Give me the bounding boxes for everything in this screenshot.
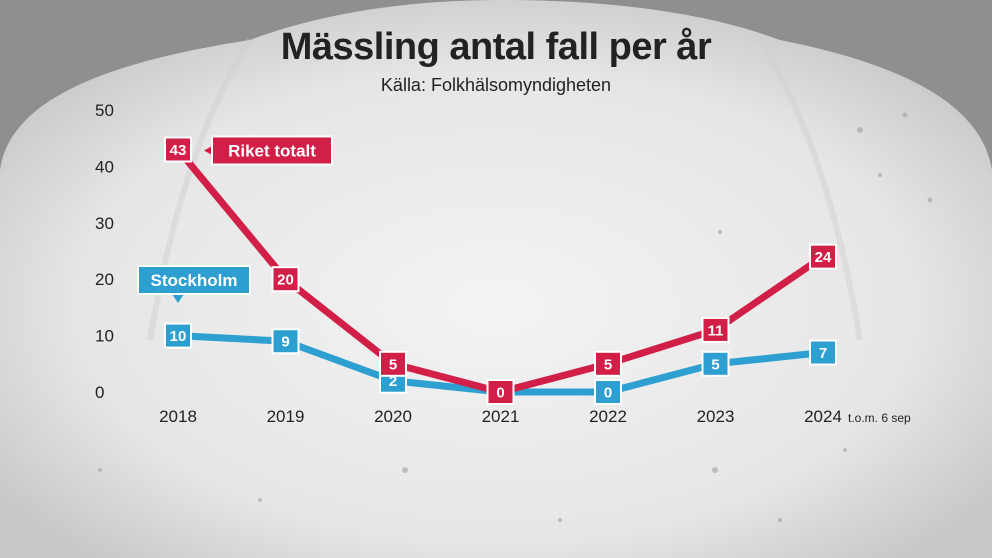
data-point: 5 (594, 350, 622, 377)
x-axis: 2018 2019 2020 2021 2022 2023 2024 t.o.m. 6 sep (159, 407, 911, 426)
x-tick-label: 2019 (267, 407, 305, 426)
legend-label: Riket totalt (228, 141, 316, 160)
data-label: 43 (170, 142, 187, 159)
data-label: 5 (604, 356, 612, 373)
data-marker (809, 243, 837, 270)
data-label: 5 (711, 356, 719, 373)
data-marker (486, 379, 515, 405)
series-labels: Riket totalt Stockholm (137, 135, 333, 303)
data-label: 20 (277, 272, 294, 289)
x-tick-label: 2023 (697, 407, 735, 426)
data-point: 5 (379, 350, 407, 377)
legend-box (137, 265, 251, 295)
y-tick-label: 10 (95, 327, 114, 346)
data-point: 0 (486, 379, 515, 405)
y-tick-label: 20 (95, 270, 114, 289)
legend-box (211, 135, 333, 166)
chart-title: Mässling antal fall per år (280, 26, 712, 68)
data-marker (164, 322, 192, 349)
data-point: 24 (809, 243, 837, 270)
y-tick-label: 30 (95, 214, 114, 233)
chart-subtitle: Källa: Folkhälsomyndigheten (380, 75, 612, 95)
data-label: 5 (389, 356, 397, 373)
x-tick-label: 2020 (374, 407, 412, 426)
data-label: 24 (815, 249, 832, 266)
data-marker (271, 266, 300, 293)
data-point: 0 (594, 379, 622, 405)
x-tick-label: 2024 (804, 407, 842, 426)
data-point: 9 (271, 328, 300, 355)
data-label: 0 (604, 385, 612, 402)
data-point: 20 (271, 266, 300, 293)
data-marker (809, 339, 837, 366)
data-marker (701, 350, 730, 377)
data-point: 10 (164, 322, 192, 349)
data-label: 10 (170, 328, 187, 345)
legend-stockholm: Stockholm (137, 265, 251, 303)
y-tick-label: 0 (95, 383, 104, 402)
data-label: 7 (819, 345, 827, 362)
x-tick-note: t.o.m. 6 sep (848, 411, 911, 425)
data-label: 11 (708, 322, 724, 339)
data-marker (379, 350, 407, 377)
data-marker (594, 379, 622, 405)
data-label: 9 (281, 334, 289, 351)
data-marker (594, 350, 622, 377)
y-tick-label: 50 (95, 101, 114, 120)
data-point: 11 (701, 316, 730, 343)
legend-riket: Riket totalt (204, 135, 333, 166)
y-tick-label: 40 (95, 157, 114, 176)
y-axis: 0 10 20 30 40 50 (95, 101, 114, 402)
x-tick-label: 2022 (589, 407, 627, 426)
data-point: 7 (809, 339, 837, 366)
legend-pointer (172, 294, 184, 303)
data-label: 0 (496, 385, 504, 402)
legend-label: Stockholm (151, 271, 238, 290)
legend-pointer (204, 145, 213, 156)
data-points: 1092005743205051124 (164, 136, 837, 405)
data-label: 2 (389, 373, 397, 390)
data-marker (271, 328, 300, 355)
data-point: 43 (164, 136, 192, 163)
data-marker (701, 316, 730, 343)
data-point: 5 (701, 350, 730, 377)
x-tick-label: 2018 (159, 407, 197, 426)
data-marker (164, 136, 192, 163)
x-tick-label: 2021 (482, 407, 520, 426)
